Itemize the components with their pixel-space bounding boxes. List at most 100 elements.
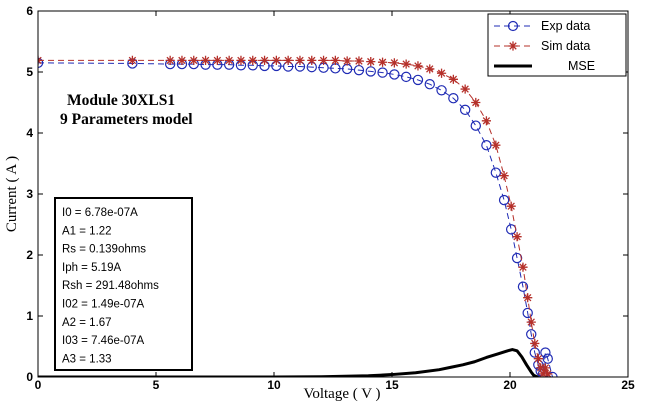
y-tick-label: 0 xyxy=(26,370,33,384)
legend-label-mse: MSE xyxy=(568,59,595,73)
sim-data-point xyxy=(506,201,516,211)
exp-data-point xyxy=(459,104,471,116)
sim-data-point xyxy=(330,55,340,66)
sim-data-point xyxy=(259,55,270,66)
x-tick-label: 5 xyxy=(153,378,160,392)
exp-data-point xyxy=(498,194,510,206)
sim-data-point xyxy=(177,55,187,66)
sim-data-point xyxy=(200,55,211,66)
sim-data-point xyxy=(271,55,281,66)
sim-data-point xyxy=(523,293,533,303)
x-tick-label: 15 xyxy=(385,378,399,392)
sim-data-point xyxy=(499,171,509,181)
x-tick-label: 10 xyxy=(267,378,281,392)
exp-data-point xyxy=(436,85,447,96)
exp-data-point xyxy=(400,71,412,83)
module-title-line-2: 9 Parameters model xyxy=(60,111,193,128)
sim-data-point xyxy=(460,84,470,94)
exp-data-point xyxy=(377,67,388,78)
exp-data-point xyxy=(540,347,551,358)
sim-data-point xyxy=(354,56,364,66)
parameter-line: Iph = 5.19A xyxy=(62,262,121,274)
sim-data-point xyxy=(401,59,411,69)
sim-data-point xyxy=(127,55,137,66)
sim-data-point xyxy=(436,68,447,78)
y-tick-label: 5 xyxy=(26,65,33,79)
sim-data-point xyxy=(543,369,553,377)
sim-data-point xyxy=(526,317,536,327)
sim-data-point xyxy=(377,57,388,67)
sim-data-point xyxy=(236,55,246,66)
sim-data-point xyxy=(540,363,550,373)
sim-data-point xyxy=(448,74,458,84)
parameter-line: I02 = 1.49e-07A xyxy=(62,299,144,311)
exp-data-point xyxy=(470,120,481,131)
legend-item-sim: Sim data xyxy=(494,39,590,53)
sim-data-point xyxy=(491,140,501,150)
exp-data-point xyxy=(517,281,529,292)
sim-data-point xyxy=(318,55,329,66)
mse-line xyxy=(38,348,539,377)
exp-data-point xyxy=(522,307,533,319)
sim-data-point xyxy=(189,55,199,66)
y-tick-label: 4 xyxy=(26,126,33,140)
x-axis-ticks: 0 5 10 15 20 25 xyxy=(35,11,635,392)
legend-label-sim: Sim data xyxy=(541,39,590,53)
mse-layer xyxy=(38,348,539,377)
sim-data-point xyxy=(248,55,258,66)
x-tick-label: 0 xyxy=(35,378,42,392)
sim-data-point xyxy=(481,116,491,126)
sim-data-point xyxy=(530,338,540,349)
sim-data-point xyxy=(224,55,234,66)
sim-data-point xyxy=(425,64,435,74)
parameter-line: Rs = 0.139ohms xyxy=(62,244,146,256)
sim-data-point xyxy=(533,354,543,364)
exp-data-point xyxy=(481,139,492,151)
sim-data-point xyxy=(342,56,352,66)
parameters-box: I0 = 6.78e-07A A1 = 1.22 Rs = 0.139ohms Iph… xyxy=(54,197,193,371)
y-tick-label: 6 xyxy=(26,4,33,18)
exp-data-point xyxy=(424,78,435,90)
parameter-line: A2 = 1.67 xyxy=(62,317,112,329)
legend-item-exp: Exp data xyxy=(494,19,590,33)
exp-data-point xyxy=(365,66,376,77)
sim-data-point xyxy=(212,55,222,66)
sim-data-point xyxy=(283,55,293,66)
y-tick-label: 2 xyxy=(26,248,33,262)
parameter-line: I03 = 7.46e-07A xyxy=(62,335,144,347)
exp-data-point xyxy=(490,167,502,178)
sim-data-point xyxy=(165,55,175,66)
exp-data-point xyxy=(389,69,400,80)
legend-star-marker xyxy=(508,41,518,51)
sim-data-point xyxy=(538,369,548,377)
sim-data-point xyxy=(518,262,528,272)
y-tick-label: 1 xyxy=(26,309,33,323)
sim-data-point xyxy=(307,55,317,66)
x-tick-label: 20 xyxy=(503,378,517,392)
legend-label-exp: Exp data xyxy=(541,19,590,33)
sim-data-point xyxy=(366,57,376,67)
parameter-line: I0 = 6.78e-07A xyxy=(62,207,138,219)
parameter-line: A3 = 1.33 xyxy=(62,353,112,365)
exp-data-point xyxy=(542,353,553,364)
sim-data-point xyxy=(471,97,481,108)
exp-data-point xyxy=(448,93,459,104)
sim-data-point xyxy=(295,55,305,66)
exp-data-point xyxy=(412,74,424,86)
module-title-box: Module 30XLS1 9 Parameters model xyxy=(60,85,232,128)
module-title-line-1: Module 30XLS1 xyxy=(67,92,175,109)
sim-data-point xyxy=(389,58,399,68)
legend-item-mse: MSE xyxy=(494,59,595,73)
x-axis-label: Voltage ( V ) xyxy=(303,386,380,402)
x-tick-label: 25 xyxy=(621,378,635,392)
exp-data-line xyxy=(38,62,553,377)
parameter-line: A1 = 1.22 xyxy=(62,225,112,237)
y-tick-label: 3 xyxy=(26,187,33,201)
sim-data-point xyxy=(413,61,423,71)
parameter-line: Rsh = 291.48ohms xyxy=(62,280,159,292)
exp-data-point xyxy=(505,224,517,235)
legend: Exp data Sim data MSE xyxy=(487,13,627,77)
exp-data-point xyxy=(526,329,537,340)
sim-data-point xyxy=(536,363,546,373)
